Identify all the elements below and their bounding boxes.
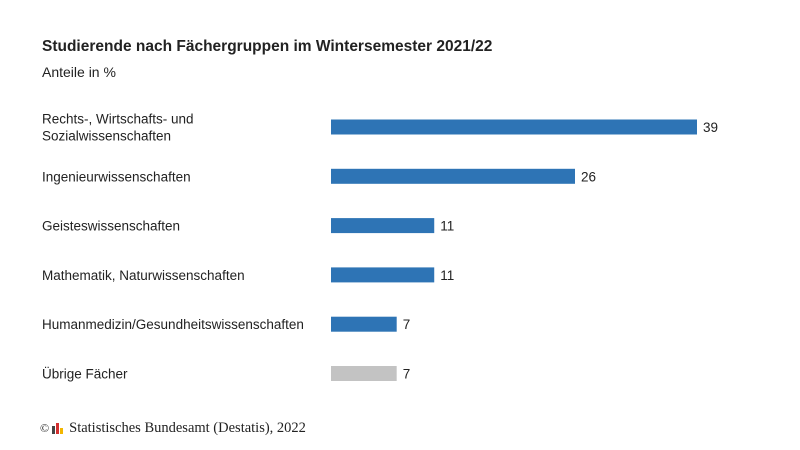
bar bbox=[331, 366, 397, 381]
data-label: 7 bbox=[403, 317, 411, 332]
bar bbox=[331, 168, 575, 184]
bar bbox=[331, 218, 435, 234]
data-label: 11 bbox=[440, 219, 454, 234]
category-label: Übrige Fächer bbox=[42, 367, 128, 382]
data-label: 26 bbox=[581, 169, 596, 184]
bar bbox=[331, 316, 397, 332]
category-label: Rechts-, Wirtschafts- und bbox=[42, 112, 194, 127]
data-label: 7 bbox=[403, 367, 411, 382]
source-text: Statistisches Bundesamt (Destatis), 2022 bbox=[69, 420, 306, 436]
category-label: Ingenieurwissenschaften bbox=[42, 169, 191, 184]
data-label: 11 bbox=[440, 268, 454, 283]
category-label: Mathematik, Naturwissenschaften bbox=[42, 268, 245, 283]
data-label: 39 bbox=[703, 120, 718, 135]
bar bbox=[331, 267, 435, 283]
category-label: Sozialwissenschaften bbox=[42, 129, 171, 144]
copyright-icon: © bbox=[40, 421, 50, 435]
destatis-logo-icon bbox=[52, 423, 64, 434]
bar-chart: Rechts-, Wirtschafts- und Sozialwissensch… bbox=[42, 112, 718, 382]
chart-title: Studierende nach Fächergruppen im Winter… bbox=[42, 38, 493, 55]
category-label: Geisteswissenschaften bbox=[42, 219, 180, 234]
bar bbox=[331, 119, 697, 135]
chart-subtitle: Anteile in % bbox=[42, 64, 116, 80]
source-note: © Statistisches Bundesamt (Destatis), 20… bbox=[40, 420, 306, 437]
category-label: Humanmedizin/Gesundheitswissenschaften bbox=[42, 317, 304, 332]
